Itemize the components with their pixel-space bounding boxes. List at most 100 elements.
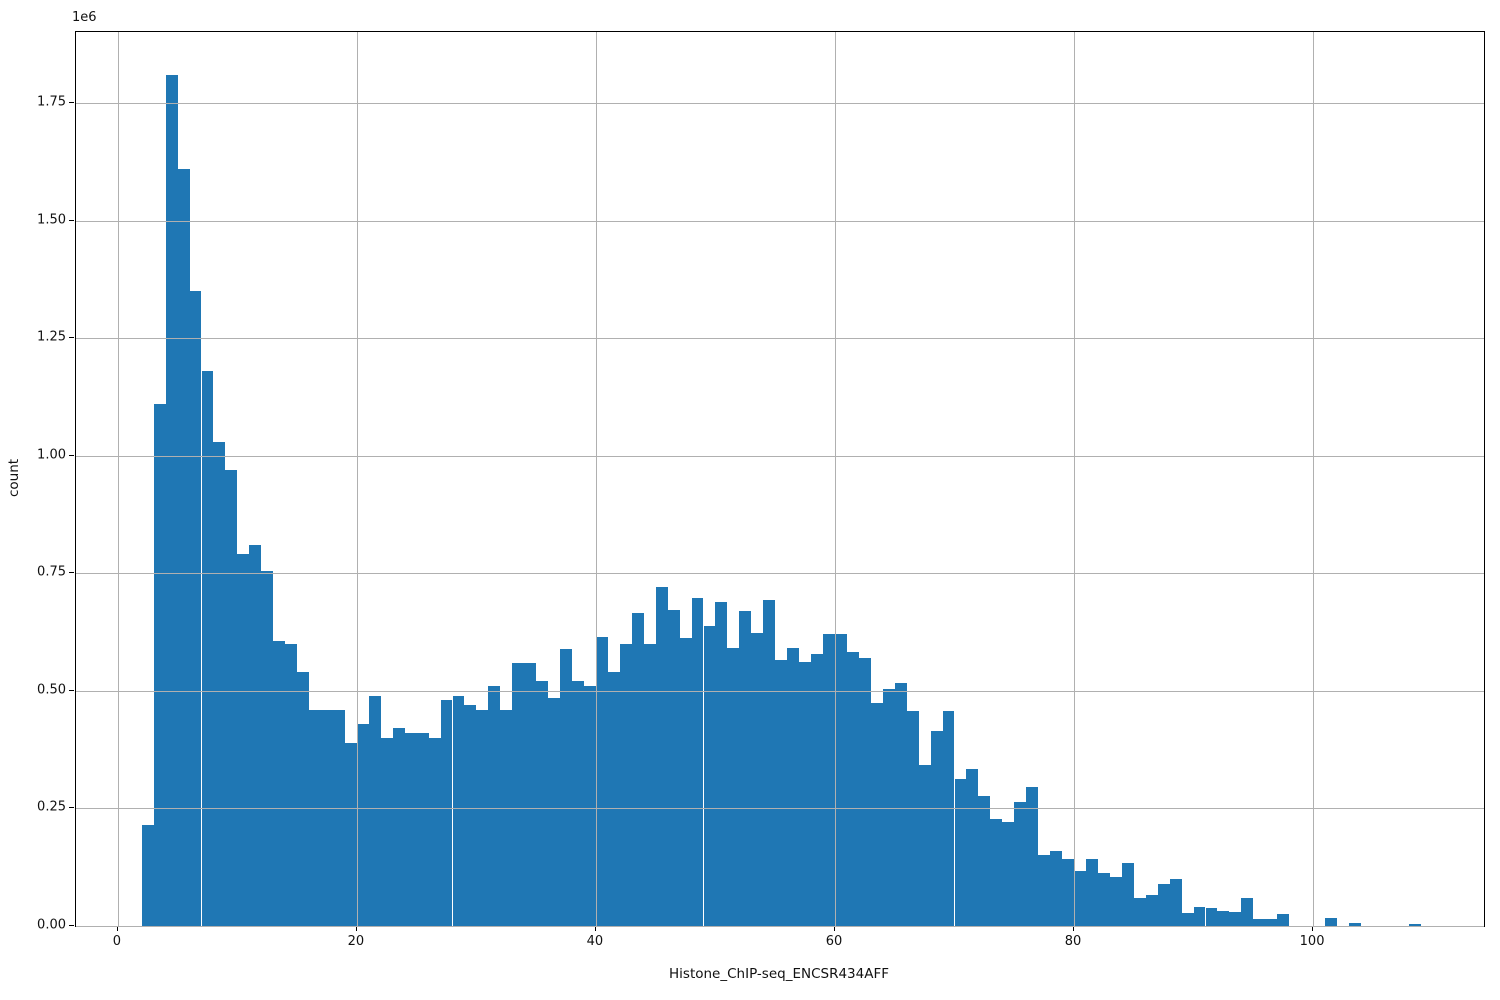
y-axis-label: count xyxy=(6,458,22,498)
histogram-bar xyxy=(488,686,501,926)
histogram-bar xyxy=(727,647,740,926)
histogram-bar xyxy=(1157,883,1170,926)
y-gridline xyxy=(76,690,1484,692)
histogram-bar xyxy=(739,610,752,926)
histogram-bar xyxy=(703,625,716,926)
histogram-bar xyxy=(165,74,178,926)
histogram-bar xyxy=(1133,897,1146,926)
histogram-bar xyxy=(261,570,274,926)
histogram-bar xyxy=(918,765,931,926)
histogram-bar xyxy=(1014,801,1027,926)
histogram-bar xyxy=(548,697,561,926)
histogram-bar xyxy=(954,779,967,926)
y-gridline xyxy=(76,103,1484,104)
x-gridline xyxy=(356,32,358,926)
histogram-bar xyxy=(1241,897,1254,926)
y-gridline xyxy=(76,808,1484,810)
histogram-bar xyxy=(715,601,728,926)
y-tick-mark xyxy=(69,572,74,574)
histogram-bar xyxy=(225,469,238,926)
histogram-bar xyxy=(1145,894,1158,926)
histogram-bar xyxy=(799,662,812,926)
x-tick-mark xyxy=(355,926,357,931)
histogram-bar xyxy=(1097,872,1110,926)
histogram-bar xyxy=(356,723,369,926)
histogram-bar xyxy=(189,291,202,926)
histogram-bar xyxy=(775,660,788,926)
y-gridline xyxy=(76,573,1484,575)
histogram-bar xyxy=(1229,911,1242,926)
y-gridline xyxy=(76,926,1484,927)
histogram-bar xyxy=(906,711,919,926)
x-gridline xyxy=(834,32,836,926)
histogram-bar xyxy=(404,733,417,926)
histogram-bar xyxy=(1205,908,1218,926)
x-gridline xyxy=(595,32,597,926)
histogram-bar xyxy=(870,703,883,926)
x-tick-label: 80 xyxy=(1064,934,1082,949)
histogram-bar xyxy=(930,730,943,926)
x-tick-mark xyxy=(833,926,835,931)
y-tick-mark xyxy=(69,807,74,809)
histogram-bar xyxy=(560,648,572,926)
histogram-bar xyxy=(763,600,776,926)
histogram-bar xyxy=(368,695,381,926)
y-gridline xyxy=(76,455,1484,457)
histogram-bar xyxy=(536,681,549,926)
histogram-bar xyxy=(524,662,537,926)
y-tick-label: 0.00 xyxy=(37,917,66,933)
histogram-bar xyxy=(249,545,262,926)
histogram-bar xyxy=(751,632,764,926)
histogram-bar xyxy=(428,737,441,926)
y-tick-label: 1.25 xyxy=(37,329,66,345)
histogram-bar xyxy=(607,672,620,926)
histogram-bar xyxy=(655,587,668,926)
histogram-bar xyxy=(894,683,907,926)
y-tick-mark xyxy=(69,337,74,339)
x-tick-mark xyxy=(594,926,596,931)
histogram-bar xyxy=(1050,850,1063,926)
y-tick-mark xyxy=(69,925,74,926)
histogram-bar xyxy=(1074,870,1086,926)
y-gridline xyxy=(76,220,1484,222)
histogram-bar xyxy=(978,796,991,926)
histogram-bar xyxy=(811,654,823,926)
y-tick-label: 1.50 xyxy=(37,212,66,228)
plot-area xyxy=(75,31,1485,927)
histogram-bar xyxy=(643,643,656,926)
histogram-bar xyxy=(1277,914,1290,926)
histogram-bar xyxy=(392,728,405,926)
x-tick-label: 60 xyxy=(825,934,843,949)
histogram-bar xyxy=(631,613,644,926)
histogram-bar xyxy=(476,709,489,926)
x-gridline xyxy=(1313,32,1315,926)
histogram-bar xyxy=(201,371,214,926)
histogram-bar xyxy=(344,742,357,926)
histogram-bar xyxy=(285,643,298,926)
histogram-bar xyxy=(1348,922,1361,926)
histogram-bar xyxy=(500,709,513,926)
histogram-bar xyxy=(380,737,393,926)
histogram-bar xyxy=(153,404,166,926)
x-axis-label: Histone_ChIP-seq_ENCSR434AFF xyxy=(669,966,889,982)
histogram-bar xyxy=(846,651,859,926)
y-tick-mark xyxy=(69,454,74,456)
histogram-bar xyxy=(691,598,704,926)
histogram-bar xyxy=(990,818,1003,926)
y-axis-offset-text: 1e6 xyxy=(72,10,97,25)
histogram-bar xyxy=(1265,918,1278,926)
x-tick-label: 100 xyxy=(1299,934,1325,949)
x-tick-label: 40 xyxy=(586,934,604,949)
histogram-bar xyxy=(823,633,835,926)
histogram-bar xyxy=(882,688,895,926)
histogram-bar xyxy=(1085,858,1098,926)
histogram-bar xyxy=(572,681,584,926)
histogram-bar xyxy=(1217,910,1230,926)
histogram-bar xyxy=(273,641,286,926)
histogram-bar xyxy=(1062,859,1075,926)
histogram-bar xyxy=(1325,918,1337,926)
histogram-bar xyxy=(1109,877,1122,926)
histogram-bar xyxy=(177,168,190,926)
histogram-bar xyxy=(297,672,310,926)
histogram-bar xyxy=(237,554,250,926)
